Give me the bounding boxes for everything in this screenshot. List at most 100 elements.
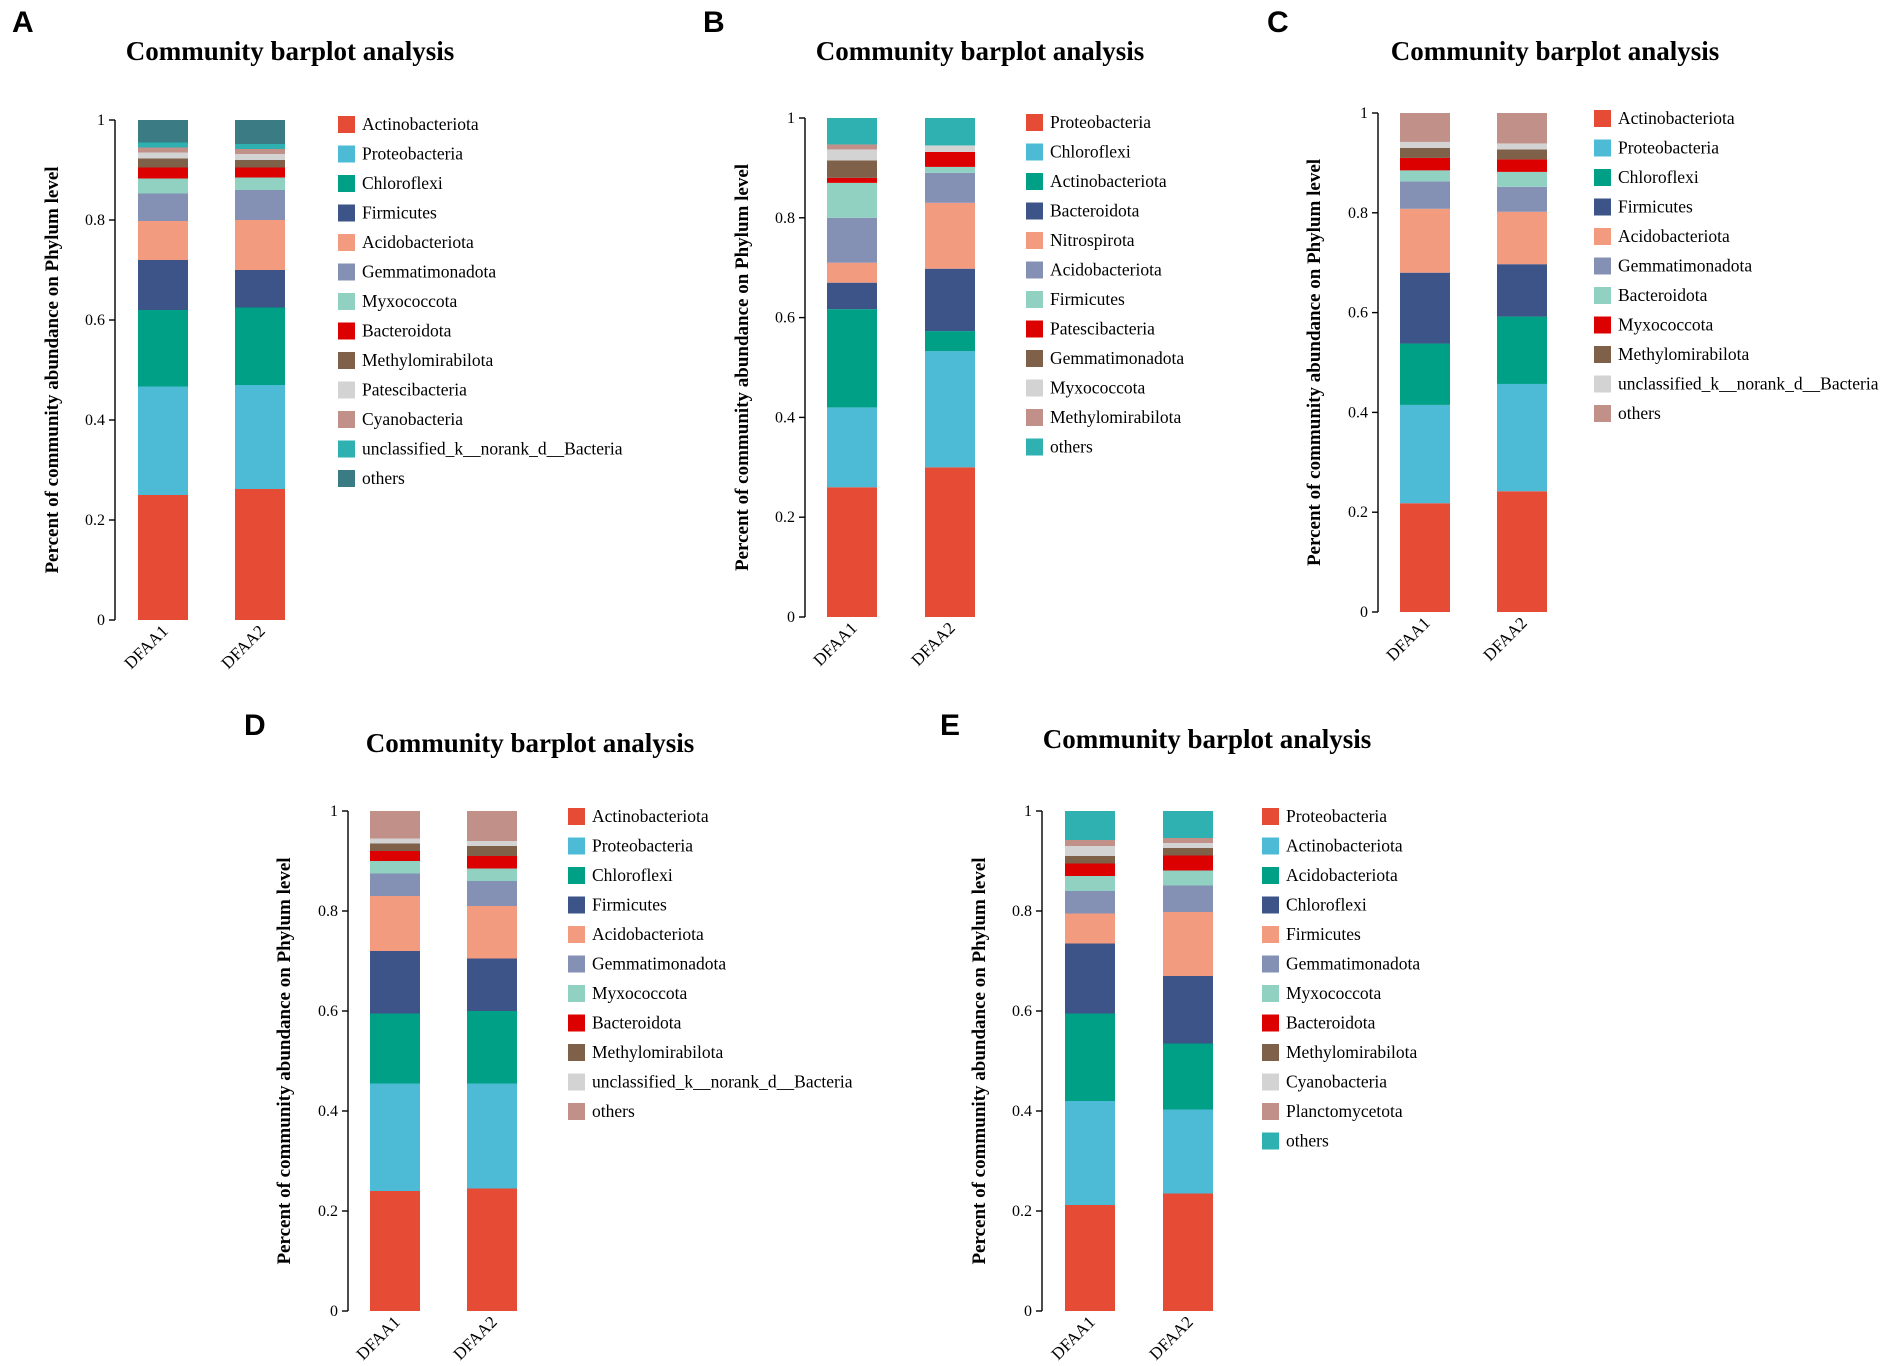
legend-swatch (1262, 955, 1279, 973)
legend-label: others (362, 468, 405, 488)
bar-segment-dfaa2-actinobacteriota (235, 489, 285, 620)
legend-label: Acidobacteriota (1050, 260, 1162, 280)
bar-segment-dfaa2-actinobacteriota (1163, 1109, 1213, 1194)
legend-label: Acidobacteriota (1286, 865, 1398, 885)
bar-segment-dfaa2-myxococcota (467, 868, 517, 881)
legend-swatch (1026, 379, 1043, 397)
legend-label: Acidobacteriota (1618, 226, 1730, 246)
legend-label: Firmicutes (1618, 197, 1693, 217)
legend-label: Cyanobacteria (362, 409, 463, 429)
bar-segment-dfaa1-acidobacteriota (370, 896, 420, 951)
y-tick-label: 0.6 (85, 312, 105, 329)
bar-segment-dfaa1-others (1065, 811, 1115, 840)
bar-segment-dfaa1-acidobacteriota (1400, 208, 1450, 273)
legend-swatch (1594, 228, 1611, 245)
bar-segment-dfaa2-actinobacteriota (925, 331, 975, 352)
bar-segment-dfaa2-cyanobacteria (235, 149, 285, 154)
bar-segment-dfaa1-actinobacteriota (370, 1191, 420, 1311)
bar-segment-dfaa2-gemmatimonadota (467, 881, 517, 906)
legend-label: Proteobacteria (1286, 806, 1387, 826)
bar-segment-dfaa1-myxococcota (1065, 876, 1115, 891)
legend-label: Gemmatimonadota (1286, 954, 1420, 974)
legend-swatch (338, 381, 355, 399)
bar-segment-dfaa2-gemmatimonadota (1497, 186, 1547, 212)
legend-label: Myxococcota (1050, 378, 1145, 398)
bar-segment-dfaa1-acidobacteriota (138, 221, 188, 260)
legend-swatch (1026, 409, 1043, 426)
bar-segment-dfaa1-bacteroidota (827, 282, 877, 310)
bar-segment-dfaa1-firmicutes (1065, 913, 1115, 944)
legend-label: Myxococcota (592, 983, 687, 1003)
bar-segment-dfaa2-others (235, 120, 285, 144)
y-axis-label: Percent of community abundance on Phylum… (42, 166, 63, 573)
y-tick-label: 0.6 (1348, 305, 1368, 322)
bar-segment-dfaa1-gemmatimonadota (370, 873, 420, 896)
legend-label: Firmicutes (592, 895, 667, 915)
legend: Proteobacteria Chloroflexi Actinobacteriot… (1026, 112, 1184, 457)
y-tick-label: 0.4 (1012, 1103, 1032, 1120)
y-tick-label: 0.6 (1012, 1003, 1032, 1020)
y-tick-label: 1 (1024, 803, 1032, 820)
y-tick-label: 1 (330, 803, 338, 820)
bar-segment-dfaa2-methylomirabilota (1163, 848, 1213, 856)
chart-title: Community barplot analysis (1043, 724, 1372, 754)
legend-label: Chloroflexi (1286, 895, 1367, 915)
legend: Actinobacteriota Proteobacteria Chloroflex… (1594, 108, 1879, 423)
y-tick-label: 0 (97, 612, 105, 629)
bar-segment-dfaa2-unclassified-k-norank-d-bacteria (467, 841, 517, 846)
y-tick-label: 0.2 (85, 512, 105, 529)
legend-swatch (1262, 926, 1279, 943)
legend-swatch (338, 263, 355, 281)
bar-segment-dfaa2-gemmatimonadota (235, 190, 285, 220)
bar-segment-dfaa2-firmicutes (1497, 264, 1547, 317)
legend-swatch (1594, 375, 1611, 393)
legend-swatch (1262, 896, 1279, 914)
bar-segment-dfaa1-proteobacteria (827, 487, 877, 617)
legend: Actinobacteriota Proteobacteria Chloroflex… (568, 806, 853, 1121)
bar-segment-dfaa1-actinobacteriota (827, 309, 877, 408)
legend-label: Proteobacteria (362, 144, 463, 164)
legend-label: Myxococcota (1286, 983, 1381, 1003)
bar-segment-dfaa2-firmicutes (925, 166, 975, 173)
legend-label: Myxococcota (362, 291, 457, 311)
bar-segment-dfaa2-myxococcota (1497, 159, 1547, 172)
bar-segment-dfaa2-bacteroidota (925, 268, 975, 332)
bar-segment-dfaa1-methylomirabilota (138, 158, 188, 168)
legend-label: Methylomirabilota (592, 1042, 723, 1062)
panel-letter: C (1267, 6, 1289, 39)
legend-label: Firmicutes (1286, 924, 1361, 944)
legend-swatch (1026, 114, 1043, 131)
legend-label: Acidobacteriota (362, 232, 474, 252)
legend-label: unclassified_k__norank_d__Bacteria (362, 439, 623, 459)
bar-segment-dfaa2-unclassified-k-norank-d-bacteria (235, 144, 285, 149)
legend-swatch (338, 145, 355, 163)
bar-segment-dfaa2-patescibacteria (235, 154, 285, 160)
y-tick-label: 0.4 (318, 1103, 338, 1120)
legend-label: Methylomirabilota (362, 350, 493, 370)
legend-swatch (1026, 202, 1043, 220)
legend-label: others (1618, 403, 1661, 423)
legend-swatch (1026, 232, 1043, 249)
bar-segment-dfaa1-patescibacteria (827, 177, 877, 183)
legend-swatch (1594, 405, 1611, 422)
y-tick-label: 0 (1024, 1303, 1032, 1320)
legend-swatch (568, 867, 585, 884)
legend-swatch (568, 896, 585, 914)
bar-segment-dfaa2-bacteroidota (1497, 171, 1547, 187)
bar-segment-dfaa1-proteobacteria (370, 1083, 420, 1191)
legend-label: Chloroflexi (362, 173, 443, 193)
bar-segment-dfaa1-methylomirabilota (1065, 856, 1115, 864)
bar-segment-dfaa1-proteobacteria (1400, 404, 1450, 504)
legend-swatch (338, 234, 355, 251)
legend-label: Chloroflexi (1618, 167, 1699, 187)
bar-segment-dfaa2-gemmatimonadota (1163, 885, 1213, 912)
bar-segment-dfaa1-gemmatimonadota (1065, 891, 1115, 914)
legend-label: unclassified_k__norank_d__Bacteria (1618, 374, 1879, 394)
legend-label: Actinobacteriota (362, 114, 479, 134)
bar-segment-dfaa2-proteobacteria (467, 1083, 517, 1189)
bar-segment-dfaa1-unclassified-k-norank-d-bacteria (370, 838, 420, 844)
legend-swatch (1262, 867, 1279, 884)
y-axis-label: Percent of community abundance on Phylum… (274, 857, 295, 1264)
legend-swatch (1262, 1073, 1279, 1091)
